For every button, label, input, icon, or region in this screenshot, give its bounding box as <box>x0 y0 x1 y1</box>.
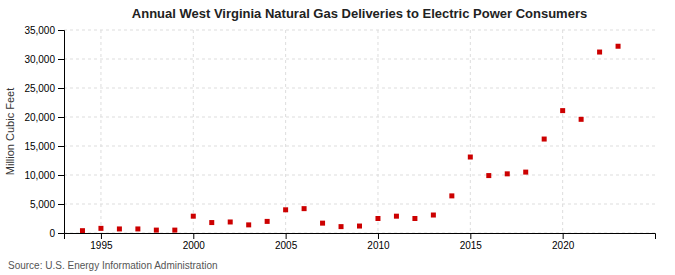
y-axis-tick-label: 25,000 <box>24 83 55 94</box>
points <box>80 44 621 233</box>
annotation: Source: U.S. Energy Information Administ… <box>8 260 218 271</box>
x-axis-tick-label: 2000 <box>183 240 206 251</box>
point <box>357 224 362 229</box>
x-axis-tick-mark <box>193 233 194 239</box>
point <box>375 216 380 221</box>
grid-line <box>64 117 655 118</box>
grid-line <box>285 30 286 233</box>
point <box>560 108 565 113</box>
grid-line <box>64 88 655 89</box>
y-axis-tick-label: 10,000 <box>24 170 55 181</box>
y-axis-tick-label: 0 <box>49 228 55 239</box>
point <box>135 226 140 231</box>
x-axis-tick-mark <box>563 233 564 239</box>
title: Annual West Virginia Natural Gas Deliver… <box>132 6 587 21</box>
point <box>616 44 621 49</box>
x-axis-tick-mark <box>286 233 287 239</box>
grid-line <box>100 30 101 233</box>
x-axis-tick-label: 2010 <box>367 240 390 251</box>
point <box>412 216 417 221</box>
x-axis-tick: 2000 <box>183 233 206 251</box>
grid-line <box>562 30 563 233</box>
y-axis-tick-mark <box>58 59 64 60</box>
x-axis-tick-label: 2020 <box>552 240 575 251</box>
point <box>523 170 528 175</box>
point <box>394 214 399 219</box>
y-axis-line <box>58 31 65 234</box>
y-axis: 0 5,000 10,000 15,000 20,000 25,000 30,000 35,0… <box>24 25 64 239</box>
x-axis-tick-mark <box>101 233 102 239</box>
y-axis-tick-mark <box>58 146 64 147</box>
y-axis-tick-label: 20,000 <box>24 112 55 123</box>
x-axis: 1995 2000 2005 2010 2015 2020 <box>65 233 656 251</box>
y-axis-tick: 5,000 <box>30 199 64 210</box>
chart: 1995 2000 2005 2010 2015 2020 0 5,000 10,000 15,0… <box>0 0 675 275</box>
point <box>283 207 288 212</box>
x-axis-tick-mark <box>378 233 379 239</box>
y-axis-tick-label: 35,000 <box>24 25 55 36</box>
point <box>449 193 454 198</box>
y-axis-title: Million Cubic Feet <box>4 88 16 175</box>
grid-line <box>64 204 655 205</box>
y-axis-tick: 25,000 <box>24 83 64 94</box>
point <box>339 224 344 229</box>
grid-line <box>193 30 194 233</box>
point <box>431 213 436 218</box>
y-axis-tick: 20,000 <box>24 112 64 123</box>
point <box>486 173 491 178</box>
point <box>505 171 510 176</box>
grid-line <box>64 146 655 147</box>
point <box>154 228 159 233</box>
grid-line <box>64 59 655 60</box>
grid <box>64 30 655 233</box>
y-axis-tick: 35,000 <box>24 25 64 36</box>
y-axis-tick: 10,000 <box>24 170 64 181</box>
point <box>228 219 233 224</box>
grid-line <box>377 30 378 233</box>
point <box>542 137 547 142</box>
point <box>597 50 602 55</box>
x-axis-tick-label: 1995 <box>90 240 113 251</box>
x-axis-tick: 2015 <box>460 233 483 251</box>
y-axis-tick: 15,000 <box>24 141 64 152</box>
y-axis-tick-mark <box>58 233 64 234</box>
x-axis-tick: 1995 <box>90 233 113 251</box>
point <box>320 221 325 226</box>
y-axis-tick: 30,000 <box>24 54 64 65</box>
x-axis-tick: 2005 <box>275 233 298 251</box>
point <box>80 228 85 233</box>
plot: 1995 2000 2005 2010 2015 2020 0 5,000 10,000 15,0… <box>24 25 655 251</box>
y-axis-tick-mark <box>58 30 64 31</box>
y-axis-tick-label: 5,000 <box>30 199 55 210</box>
grid-line <box>64 30 655 31</box>
point <box>98 226 103 231</box>
point <box>191 214 196 219</box>
point <box>302 206 307 211</box>
point <box>468 155 473 160</box>
point <box>172 228 177 233</box>
point <box>265 219 270 224</box>
y-axis-tick-mark <box>58 204 64 205</box>
point <box>579 117 584 122</box>
x-axis-line <box>65 234 656 240</box>
point <box>117 226 122 231</box>
y-axis-tick-label: 30,000 <box>24 54 55 65</box>
y-axis-tick-mark <box>58 175 64 176</box>
point <box>209 220 214 225</box>
y-axis-tick-mark <box>58 88 64 89</box>
x-axis-tick: 2010 <box>367 233 390 251</box>
y-axis-tick-label: 15,000 <box>24 141 55 152</box>
x-axis-tick-mark <box>470 233 471 239</box>
grid-line <box>470 30 471 233</box>
x-axis-tick-label: 2015 <box>460 240 483 251</box>
y-axis-tick: 0 <box>49 228 64 239</box>
y-axis-tick-mark <box>58 117 64 118</box>
point <box>246 222 251 227</box>
grid-line <box>64 175 655 176</box>
x-axis-tick-label: 2005 <box>275 240 298 251</box>
x-axis-tick: 2020 <box>552 233 575 251</box>
